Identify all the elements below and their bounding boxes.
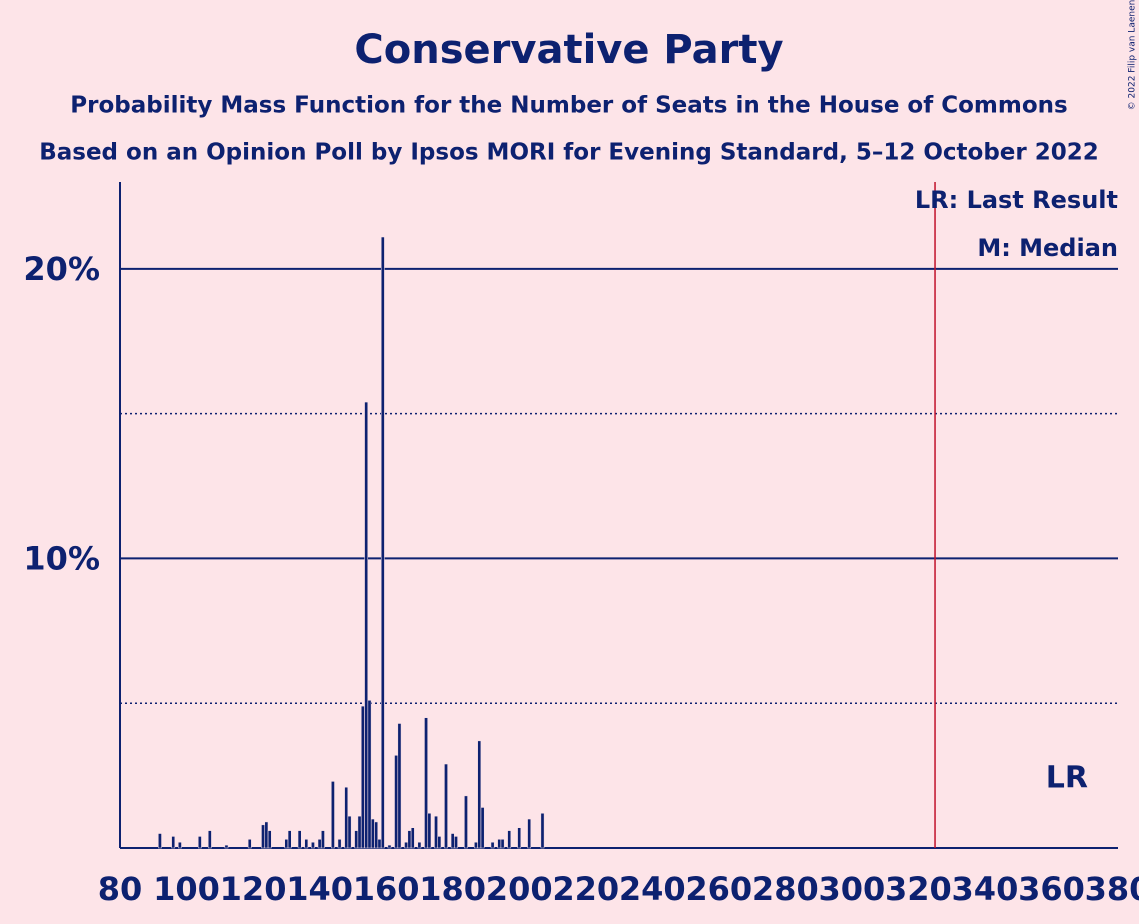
bar [394,755,398,849]
bar [374,821,379,849]
bar [437,836,442,849]
bar [264,821,269,849]
bar [247,839,252,849]
bar [417,841,422,849]
bar [410,827,415,849]
bar [261,824,265,849]
last-result-label: LR [1046,761,1088,796]
legend-entry: LR: Last Result [915,186,1118,214]
x-tick-label: 200 [486,870,553,908]
bar [464,795,468,849]
bar [178,841,182,849]
bar [517,827,522,849]
x-tick-label: 300 [818,870,885,908]
bar [424,717,428,849]
bar [370,818,375,849]
x-tick-label: 360 [1018,870,1085,908]
bar [407,830,412,849]
chart-subtitle: Probability Mass Function for the Number… [70,93,1067,119]
bar [477,740,482,849]
x-tick-label: 340 [952,870,1019,908]
x-tick-label: 260 [685,870,752,908]
x-tick-label: 280 [752,870,819,908]
bar [337,839,342,849]
copyright: © 2022 Filip van Laenen [1128,0,1138,110]
x-tick-label: 220 [552,870,619,908]
bar [331,781,335,849]
bar [454,836,458,849]
bar [357,815,362,849]
x-tick-label: 380 [1085,870,1139,908]
bar [540,813,545,849]
bar [311,841,315,849]
bar [207,830,212,849]
bar [317,839,322,849]
bar [444,763,448,849]
x-tick-label: 140 [286,870,353,908]
x-tick-label: 100 [153,870,220,908]
bar [158,833,162,849]
x-tick-label: 160 [353,870,420,908]
bar [497,839,502,849]
bar [347,815,352,849]
bar [434,815,438,849]
bar [507,830,512,849]
bar [367,700,372,849]
bar [284,839,289,849]
x-tick-label: 80 [98,870,143,908]
bar [304,839,309,849]
x-tick-label: 180 [419,870,486,908]
bar [364,401,369,849]
bar [500,839,505,849]
bar [474,841,478,849]
bar [360,705,365,849]
bar [527,818,532,849]
chart-subtitle: Based on an Opinion Poll by Ipsos MORI f… [39,140,1099,166]
bar [224,844,229,849]
bar [171,836,176,849]
x-tick-label: 120 [220,870,287,908]
y-tick-label: 20% [23,250,100,288]
y-tick-label: 10% [23,539,100,577]
bar [267,830,272,849]
x-tick-label: 240 [619,870,686,908]
bar [397,723,402,849]
bar [387,844,392,849]
bar [297,830,302,849]
x-tick-label: 320 [885,870,952,908]
legend-entry: M: Median [977,234,1118,262]
bar [490,841,495,849]
bar [321,830,325,849]
bar [480,807,485,849]
chart-title: Conservative Party [354,27,783,73]
bar [197,836,202,849]
bar [344,786,349,849]
bar [354,830,359,849]
bar [377,839,382,849]
bar [450,833,455,849]
bar [427,813,432,849]
bar [404,841,408,849]
bar [287,830,292,849]
bar [380,236,385,849]
